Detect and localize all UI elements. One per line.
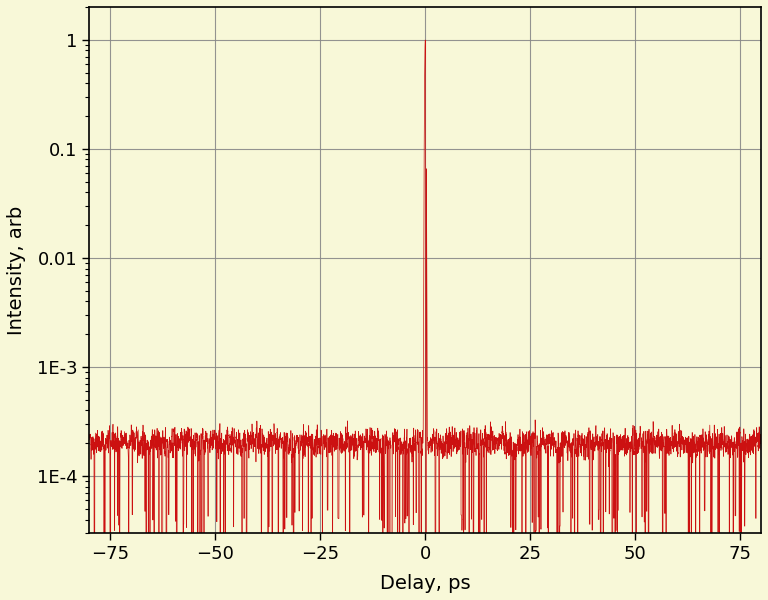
X-axis label: Delay, ps: Delay, ps	[380, 574, 471, 593]
Y-axis label: Intensity, arb: Intensity, arb	[7, 205, 26, 335]
